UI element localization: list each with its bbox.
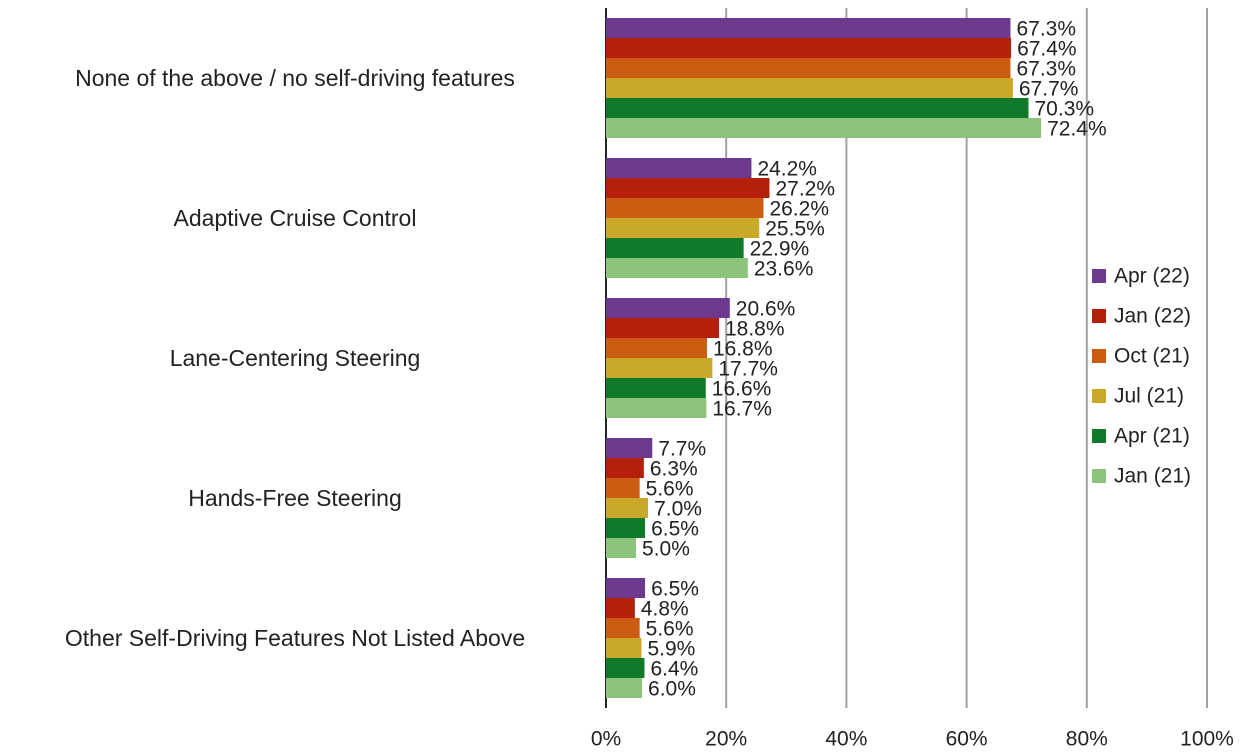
legend-swatch bbox=[1092, 429, 1106, 443]
bar bbox=[606, 598, 635, 618]
value-label: 67.3% bbox=[1016, 58, 1076, 81]
bar bbox=[606, 438, 653, 458]
bar bbox=[606, 118, 1042, 138]
value-label: 22.9% bbox=[750, 238, 810, 261]
bar bbox=[606, 298, 730, 318]
bar bbox=[606, 638, 642, 658]
legend-swatch bbox=[1092, 349, 1106, 363]
value-label: 6.0% bbox=[648, 678, 696, 701]
legend-swatch bbox=[1092, 269, 1106, 283]
value-label: 20.6% bbox=[736, 298, 796, 321]
bar bbox=[606, 218, 760, 238]
x-tick-label: 0% bbox=[591, 728, 621, 751]
x-tick-label: 80% bbox=[1066, 728, 1108, 751]
value-label: 7.7% bbox=[658, 438, 706, 461]
x-tick-label: 20% bbox=[705, 728, 747, 751]
value-label: 72.4% bbox=[1047, 118, 1107, 141]
legend-label: Jul (21) bbox=[1114, 385, 1184, 408]
value-label: 25.5% bbox=[765, 218, 825, 241]
value-label: 5.9% bbox=[647, 638, 695, 661]
bar bbox=[606, 678, 643, 698]
value-label: 7.0% bbox=[654, 498, 702, 521]
bar bbox=[606, 378, 706, 398]
value-label: 27.2% bbox=[775, 178, 835, 201]
value-label: 23.6% bbox=[754, 258, 814, 281]
bar bbox=[606, 398, 707, 418]
value-label: 5.0% bbox=[642, 538, 690, 561]
x-tick-label: 60% bbox=[946, 728, 988, 751]
bar bbox=[606, 238, 744, 258]
bar bbox=[606, 338, 707, 358]
legend-swatch bbox=[1092, 469, 1106, 483]
bar bbox=[606, 478, 640, 498]
value-label: 6.5% bbox=[651, 578, 699, 601]
bar bbox=[606, 58, 1011, 78]
x-tick-label: 40% bbox=[825, 728, 867, 751]
legend-label: Apr (22) bbox=[1114, 265, 1190, 288]
bar bbox=[606, 158, 752, 178]
category-label: Other Self-Driving Features Not Listed A… bbox=[64, 625, 526, 651]
value-label: 70.3% bbox=[1035, 98, 1095, 121]
value-label: 6.4% bbox=[650, 658, 698, 681]
bar bbox=[606, 258, 748, 278]
value-label: 16.7% bbox=[712, 398, 772, 421]
legend-label: Jan (21) bbox=[1114, 465, 1191, 488]
category-label: Hands-Free Steering bbox=[188, 485, 402, 511]
bar bbox=[606, 18, 1011, 38]
value-label: 24.2% bbox=[757, 158, 817, 181]
value-label: 67.3% bbox=[1016, 18, 1076, 41]
bar bbox=[606, 538, 637, 558]
category-label: Adaptive Cruise Control bbox=[173, 205, 417, 231]
legend-label: Oct (21) bbox=[1114, 345, 1190, 368]
value-label: 4.8% bbox=[641, 598, 689, 621]
bar bbox=[606, 318, 719, 338]
value-label: 18.8% bbox=[725, 318, 785, 341]
legend-swatch bbox=[1092, 309, 1106, 323]
bar bbox=[606, 358, 713, 378]
value-label: 16.8% bbox=[713, 338, 773, 361]
bar bbox=[606, 78, 1013, 98]
bar bbox=[606, 458, 644, 478]
bar bbox=[606, 198, 764, 218]
legend-swatch bbox=[1092, 389, 1106, 403]
legend-label: Apr (21) bbox=[1114, 425, 1190, 448]
bar bbox=[606, 658, 645, 678]
value-label: 17.7% bbox=[718, 358, 778, 381]
category-label: None of the above / no self-driving feat… bbox=[75, 65, 515, 91]
bar bbox=[606, 498, 649, 518]
value-label: 5.6% bbox=[646, 478, 694, 501]
bar bbox=[606, 578, 646, 598]
bar bbox=[606, 98, 1029, 118]
category-label: Lane-Centering Steering bbox=[169, 345, 421, 371]
value-label: 67.7% bbox=[1019, 78, 1079, 101]
value-label: 16.6% bbox=[712, 378, 772, 401]
legend-label: Jan (22) bbox=[1114, 305, 1191, 328]
value-label: 6.3% bbox=[650, 458, 698, 481]
bar bbox=[606, 38, 1012, 58]
x-tick-label: 100% bbox=[1180, 728, 1234, 751]
bar bbox=[606, 618, 640, 638]
value-label: 5.6% bbox=[646, 618, 694, 641]
value-label: 26.2% bbox=[769, 198, 829, 221]
bar bbox=[606, 518, 646, 538]
bar bbox=[606, 178, 770, 198]
value-label: 6.5% bbox=[651, 518, 699, 541]
value-label: 67.4% bbox=[1017, 38, 1077, 61]
